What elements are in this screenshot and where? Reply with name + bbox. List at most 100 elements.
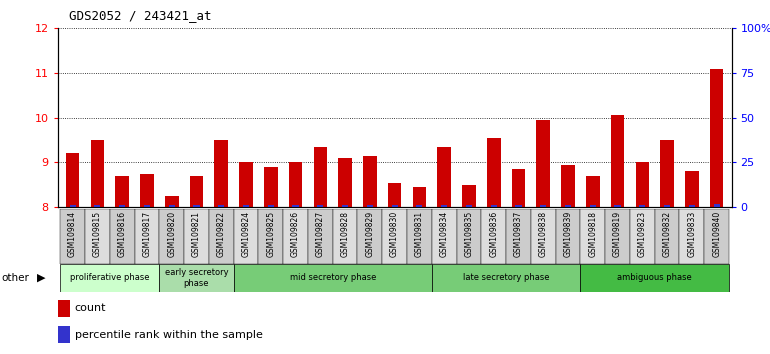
Bar	[289, 162, 303, 207]
Text: GSM109817: GSM109817	[142, 211, 152, 257]
Bar	[382, 209, 407, 264]
Bar	[407, 209, 432, 264]
Bar	[561, 165, 575, 207]
Bar	[165, 196, 179, 207]
Bar	[119, 205, 126, 207]
Text: GSM109821: GSM109821	[192, 211, 201, 257]
Text: proliferative phase: proliferative phase	[70, 273, 149, 282]
Bar	[283, 209, 308, 264]
Bar	[432, 209, 457, 264]
Text: GSM109824: GSM109824	[242, 211, 250, 257]
Bar	[58, 326, 70, 343]
Text: GSM109819: GSM109819	[613, 211, 622, 257]
Bar	[654, 209, 679, 264]
Bar	[664, 205, 670, 207]
Text: GSM109815: GSM109815	[93, 211, 102, 257]
Bar	[159, 264, 233, 292]
Bar	[58, 300, 70, 317]
Bar	[193, 205, 199, 207]
Bar	[432, 264, 581, 292]
Bar	[515, 205, 521, 207]
Text: GSM109820: GSM109820	[167, 211, 176, 257]
Bar	[457, 209, 481, 264]
Bar	[630, 209, 654, 264]
Bar	[140, 173, 154, 207]
Bar	[590, 205, 596, 207]
Bar	[293, 205, 299, 207]
Bar	[689, 205, 695, 207]
Bar	[116, 176, 129, 207]
Bar	[565, 205, 571, 207]
Text: GSM109838: GSM109838	[539, 211, 547, 257]
Bar	[91, 140, 104, 207]
Bar	[94, 205, 100, 207]
Text: GSM109831: GSM109831	[415, 211, 424, 257]
Bar	[605, 209, 630, 264]
Bar	[65, 154, 79, 207]
Bar	[487, 138, 500, 207]
Text: GSM109835: GSM109835	[464, 211, 474, 257]
Bar	[413, 187, 427, 207]
Bar	[639, 205, 645, 207]
Bar	[189, 176, 203, 207]
Bar	[581, 264, 729, 292]
Bar	[342, 205, 348, 207]
Bar	[556, 209, 581, 264]
Text: GSM109829: GSM109829	[365, 211, 374, 257]
Bar	[85, 209, 110, 264]
Text: ▶: ▶	[37, 273, 45, 283]
Bar	[531, 209, 556, 264]
Text: mid secretory phase: mid secretory phase	[290, 273, 376, 282]
Text: GSM109828: GSM109828	[340, 211, 350, 257]
Text: GSM109836: GSM109836	[489, 211, 498, 257]
Bar	[60, 209, 85, 264]
Bar	[490, 205, 497, 207]
Text: GSM109832: GSM109832	[663, 211, 671, 257]
Bar	[685, 171, 698, 207]
Text: GSM109814: GSM109814	[68, 211, 77, 257]
Bar	[60, 264, 159, 292]
Bar	[710, 69, 724, 207]
Bar	[209, 209, 233, 264]
Bar	[218, 205, 224, 207]
Bar	[417, 205, 423, 207]
Text: GSM109818: GSM109818	[588, 211, 598, 257]
Text: GSM109816: GSM109816	[118, 211, 126, 257]
Bar	[581, 209, 605, 264]
Bar	[169, 205, 175, 207]
Text: count: count	[75, 303, 106, 313]
Bar	[69, 205, 75, 207]
Text: other: other	[2, 273, 29, 283]
Text: GSM109822: GSM109822	[216, 211, 226, 257]
Bar	[308, 209, 333, 264]
Bar	[239, 162, 253, 207]
Bar	[635, 162, 649, 207]
Bar	[441, 205, 447, 207]
Bar	[511, 169, 525, 207]
Bar	[661, 140, 674, 207]
Bar	[462, 185, 476, 207]
Bar	[714, 204, 720, 207]
Text: GSM109834: GSM109834	[440, 211, 449, 257]
Bar	[481, 209, 506, 264]
Bar	[233, 209, 259, 264]
Text: early secretory
phase: early secretory phase	[165, 268, 228, 287]
Text: GSM109826: GSM109826	[291, 211, 300, 257]
Bar	[135, 209, 159, 264]
Bar	[313, 147, 327, 207]
Text: GDS2052 / 243421_at: GDS2052 / 243421_at	[69, 9, 212, 22]
Bar	[614, 205, 621, 207]
Bar	[437, 147, 451, 207]
Bar	[367, 205, 373, 207]
Text: late secretory phase: late secretory phase	[463, 273, 549, 282]
Text: ambiguous phase: ambiguous phase	[618, 273, 692, 282]
Bar	[357, 209, 382, 264]
Bar	[259, 209, 283, 264]
Bar	[537, 120, 550, 207]
Bar	[243, 205, 249, 207]
Text: GSM109840: GSM109840	[712, 211, 721, 257]
Bar	[214, 140, 228, 207]
Bar	[611, 115, 624, 207]
Bar	[586, 176, 600, 207]
Text: GSM109830: GSM109830	[390, 211, 399, 257]
